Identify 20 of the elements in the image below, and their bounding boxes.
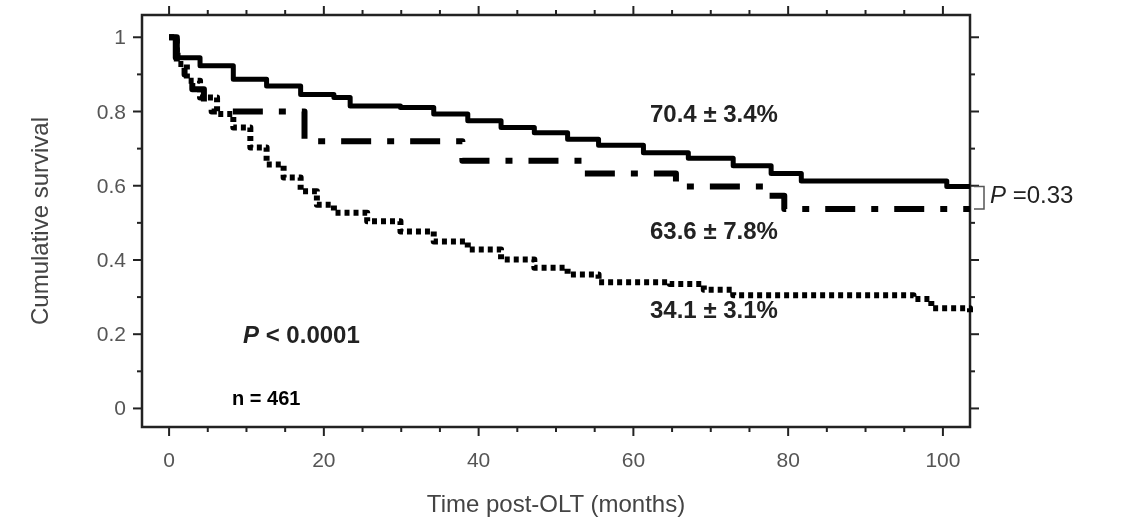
annotation: 70.4 ± 3.4% <box>650 100 778 127</box>
x-tick-label: 100 <box>925 448 961 471</box>
text: P =0.33 <box>990 181 1074 208</box>
x-axis-title: Time post-OLT (months) <box>426 490 686 517</box>
x-tick-label: 40 <box>466 448 491 471</box>
annotation: 34.1 ± 3.1% <box>650 296 778 323</box>
y-axis-title: Cumulative survival <box>26 116 53 326</box>
y-tick-label: 1 <box>114 25 126 49</box>
annotation: n = 461 <box>232 387 301 409</box>
y-tick-label: 0.4 <box>96 247 127 271</box>
y-tick-label: 0.2 <box>96 322 126 346</box>
x-tick-label: 20 <box>312 448 336 471</box>
y-tick-label: 0.8 <box>96 99 126 123</box>
x-tick-label: 0 <box>163 448 175 471</box>
annotation: P < 0.0001 <box>243 321 360 348</box>
y-tick-label: 0 <box>114 396 126 420</box>
y-tick-label: 0.6 <box>96 173 126 197</box>
annotation: 63.6 ± 7.8% <box>650 217 778 244</box>
x-tick-label: 80 <box>776 448 800 471</box>
x-tick-label: 60 <box>621 448 646 471</box>
